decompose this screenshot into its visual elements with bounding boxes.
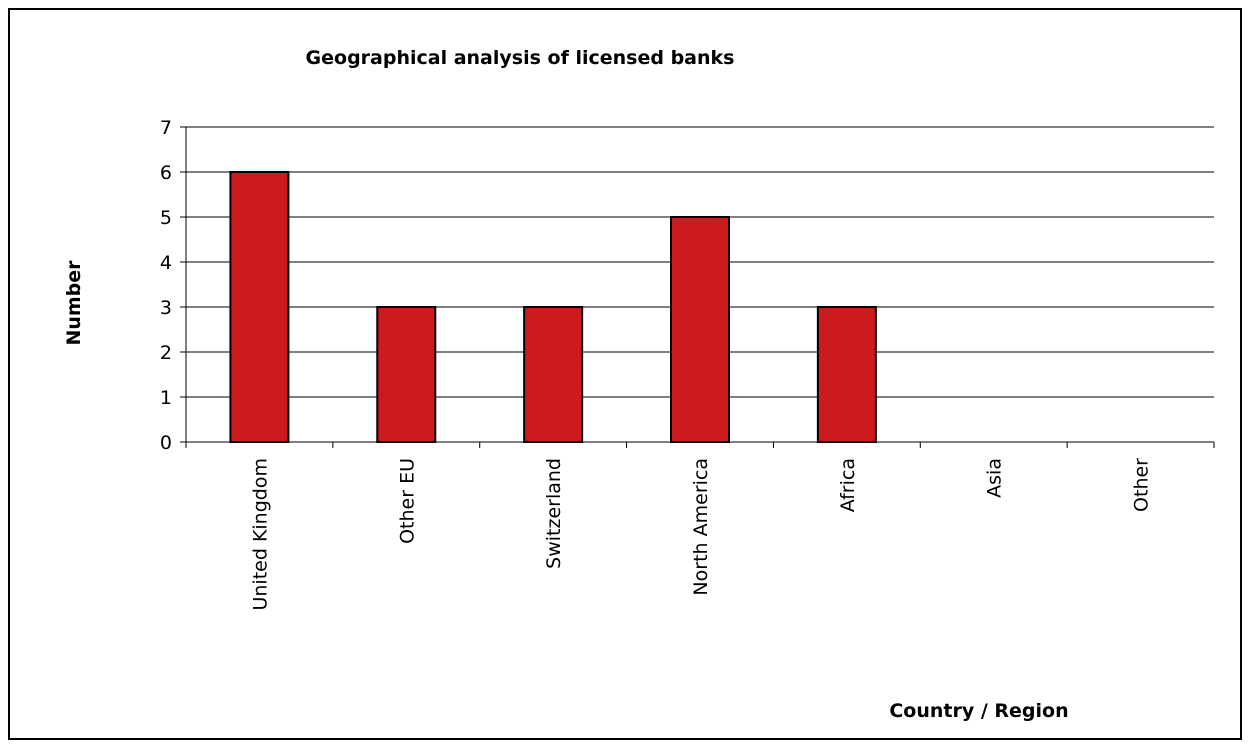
bar (376, 306, 437, 443)
y-axis-label: Number (63, 260, 85, 346)
y-tick-labels: 0 1 2 3 4 5 6 7 (160, 117, 172, 454)
bars (229, 171, 877, 443)
bar (816, 306, 877, 443)
bar (523, 306, 584, 443)
x-tick-label: Asia (984, 458, 1006, 498)
bar (229, 171, 290, 443)
x-tick-label: United Kingdom (249, 458, 271, 611)
chart-title: Geographical analysis of licensed banks (306, 47, 735, 69)
x-tick-label: Other EU (396, 458, 418, 544)
x-tick-label: Other (1131, 458, 1153, 512)
x-tick-label: North America (690, 458, 712, 596)
y-tick-label: 7 (160, 117, 172, 139)
x-tick-label: Switzerland (543, 458, 565, 569)
x-tick-labels: United Kingdom Other EU Switzerland North A… (249, 458, 1152, 611)
chart-frame (8, 8, 1242, 740)
y-tick-label: 2 (160, 342, 172, 364)
y-tick-label: 3 (160, 297, 172, 319)
x-tick-label: Africa (837, 458, 859, 512)
y-tick-label: 0 (160, 432, 172, 454)
bar (670, 216, 730, 443)
y-tick-label: 1 (160, 387, 172, 409)
y-tick-label: 6 (160, 162, 172, 184)
x-axis-label: Country / Region (889, 700, 1068, 722)
y-tick-label: 5 (160, 207, 172, 229)
axes (180, 126, 1215, 448)
y-tick-label: 4 (160, 252, 172, 274)
